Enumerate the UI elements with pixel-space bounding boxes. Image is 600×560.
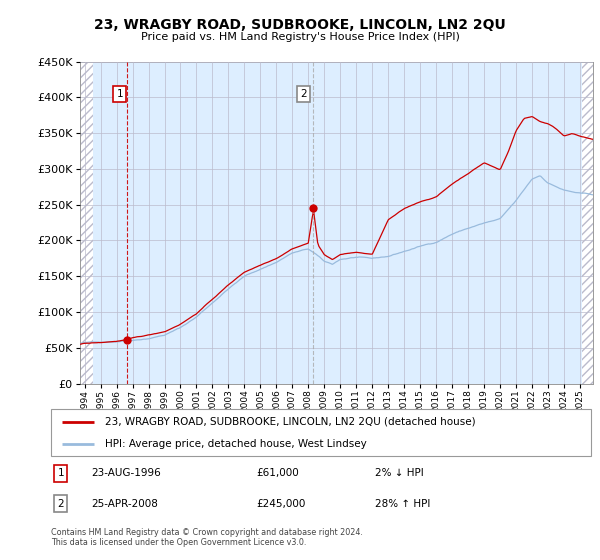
Text: Price paid vs. HM Land Registry's House Price Index (HPI): Price paid vs. HM Land Registry's House …: [140, 32, 460, 43]
Text: 28% ↑ HPI: 28% ↑ HPI: [375, 498, 430, 508]
FancyBboxPatch shape: [51, 409, 591, 456]
Text: 1: 1: [116, 89, 123, 99]
Text: 23-AUG-1996: 23-AUG-1996: [91, 468, 161, 478]
Text: 2: 2: [300, 89, 307, 99]
Text: 23, WRAGBY ROAD, SUDBROOKE, LINCOLN, LN2 2QU: 23, WRAGBY ROAD, SUDBROOKE, LINCOLN, LN2…: [94, 18, 506, 32]
Text: £245,000: £245,000: [256, 498, 305, 508]
Text: 23, WRAGBY ROAD, SUDBROOKE, LINCOLN, LN2 2QU (detached house): 23, WRAGBY ROAD, SUDBROOKE, LINCOLN, LN2…: [105, 417, 476, 427]
Text: 2: 2: [58, 498, 64, 508]
Text: Contains HM Land Registry data © Crown copyright and database right 2024.
This d: Contains HM Land Registry data © Crown c…: [51, 528, 363, 547]
Text: 25-APR-2008: 25-APR-2008: [91, 498, 158, 508]
Text: 2% ↓ HPI: 2% ↓ HPI: [375, 468, 424, 478]
Text: 1: 1: [58, 468, 64, 478]
Text: £61,000: £61,000: [256, 468, 299, 478]
Text: HPI: Average price, detached house, West Lindsey: HPI: Average price, detached house, West…: [105, 438, 367, 449]
